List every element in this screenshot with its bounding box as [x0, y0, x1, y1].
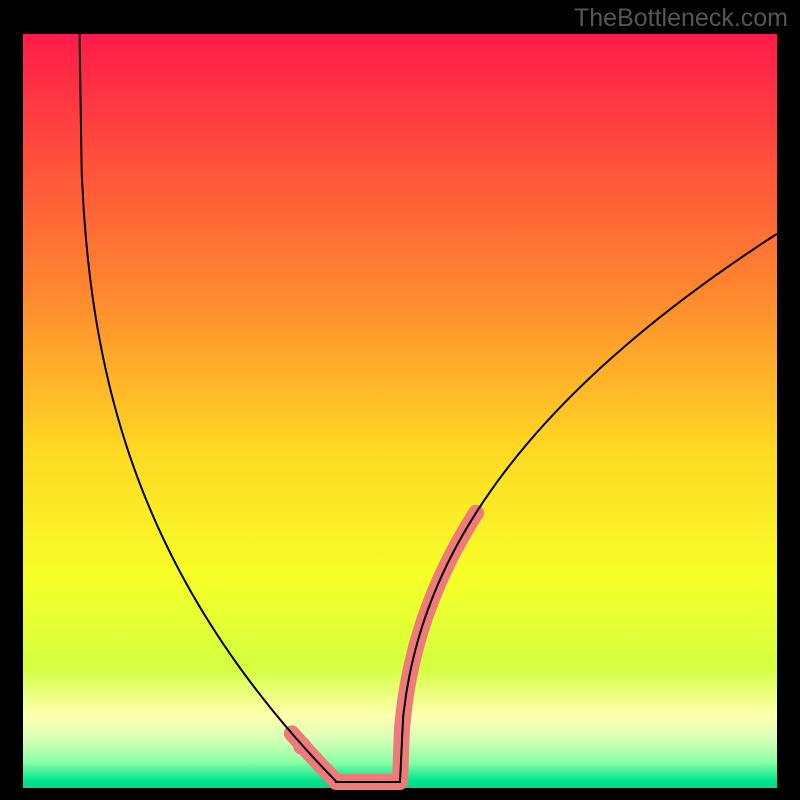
- watermark-text: TheBottleneck.com: [574, 4, 788, 33]
- plot-area: [23, 34, 777, 788]
- gradient-background: [23, 34, 777, 788]
- chart-canvas: TheBottleneck.com: [0, 0, 800, 800]
